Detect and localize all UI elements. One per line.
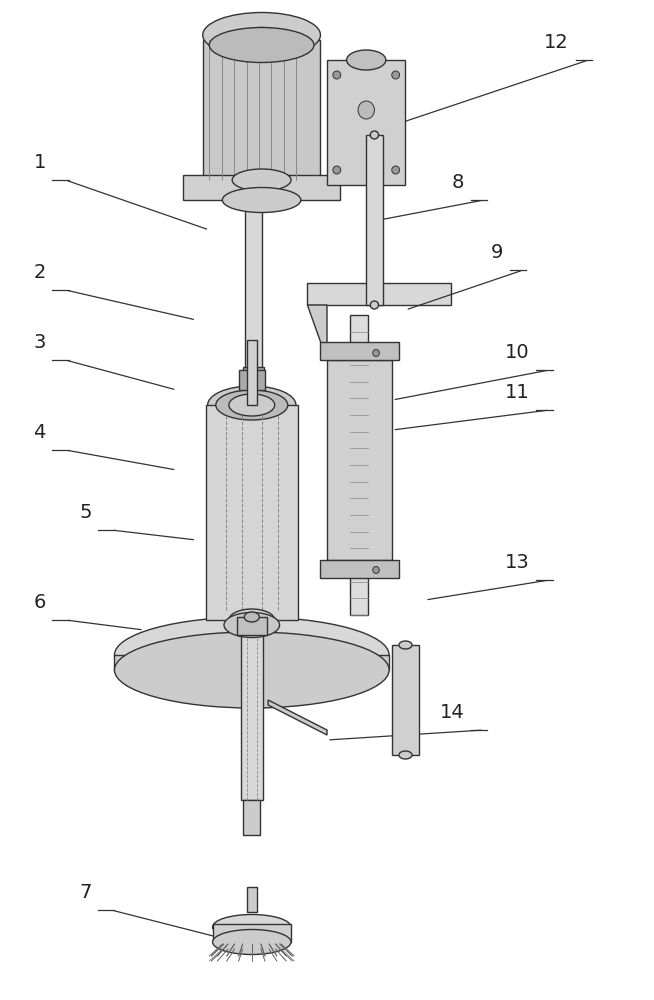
Text: 11: 11 [505, 383, 530, 402]
Text: 9: 9 [491, 243, 504, 262]
Ellipse shape [213, 914, 291, 940]
FancyBboxPatch shape [213, 924, 291, 942]
Text: 12: 12 [544, 33, 569, 52]
FancyBboxPatch shape [320, 560, 399, 578]
Text: 2: 2 [33, 263, 46, 282]
Text: 7: 7 [79, 883, 92, 902]
Ellipse shape [224, 612, 280, 638]
Polygon shape [268, 700, 327, 735]
Ellipse shape [232, 169, 291, 191]
FancyBboxPatch shape [245, 180, 262, 380]
FancyBboxPatch shape [206, 405, 298, 620]
Text: 13: 13 [505, 553, 530, 572]
FancyBboxPatch shape [350, 315, 368, 615]
Text: 1: 1 [33, 153, 46, 172]
Ellipse shape [232, 27, 291, 52]
Text: 10: 10 [505, 343, 530, 362]
Ellipse shape [213, 930, 291, 954]
Ellipse shape [333, 166, 341, 174]
Ellipse shape [392, 166, 400, 174]
Ellipse shape [358, 101, 374, 119]
FancyBboxPatch shape [183, 175, 340, 200]
FancyBboxPatch shape [247, 887, 257, 912]
Polygon shape [114, 655, 389, 670]
FancyBboxPatch shape [247, 340, 257, 405]
FancyBboxPatch shape [366, 135, 383, 305]
FancyBboxPatch shape [203, 40, 320, 180]
FancyBboxPatch shape [239, 370, 265, 390]
Text: 4: 4 [33, 423, 46, 442]
Ellipse shape [347, 50, 386, 70]
FancyBboxPatch shape [307, 283, 451, 305]
Ellipse shape [399, 751, 412, 759]
Ellipse shape [203, 12, 320, 57]
Ellipse shape [373, 566, 379, 574]
FancyBboxPatch shape [392, 645, 419, 755]
Ellipse shape [216, 390, 288, 420]
FancyBboxPatch shape [327, 360, 392, 560]
Text: 8: 8 [452, 173, 464, 192]
Ellipse shape [370, 131, 379, 139]
Ellipse shape [229, 394, 275, 416]
FancyBboxPatch shape [237, 617, 267, 635]
Polygon shape [307, 305, 327, 360]
Text: 5: 5 [79, 503, 92, 522]
FancyBboxPatch shape [243, 367, 264, 385]
Ellipse shape [245, 612, 259, 622]
Ellipse shape [229, 609, 275, 631]
Ellipse shape [114, 632, 389, 708]
Ellipse shape [209, 27, 314, 62]
Ellipse shape [392, 71, 400, 79]
Ellipse shape [222, 188, 301, 213]
Text: 14: 14 [439, 703, 464, 722]
Text: 6: 6 [33, 593, 46, 612]
Ellipse shape [114, 617, 389, 693]
Ellipse shape [370, 301, 379, 309]
FancyBboxPatch shape [243, 800, 260, 835]
Ellipse shape [333, 71, 341, 79]
Ellipse shape [207, 386, 296, 424]
Ellipse shape [373, 350, 379, 357]
FancyBboxPatch shape [241, 635, 263, 800]
Text: 3: 3 [33, 333, 46, 352]
FancyBboxPatch shape [327, 60, 405, 185]
Ellipse shape [399, 641, 412, 649]
FancyBboxPatch shape [320, 342, 399, 360]
